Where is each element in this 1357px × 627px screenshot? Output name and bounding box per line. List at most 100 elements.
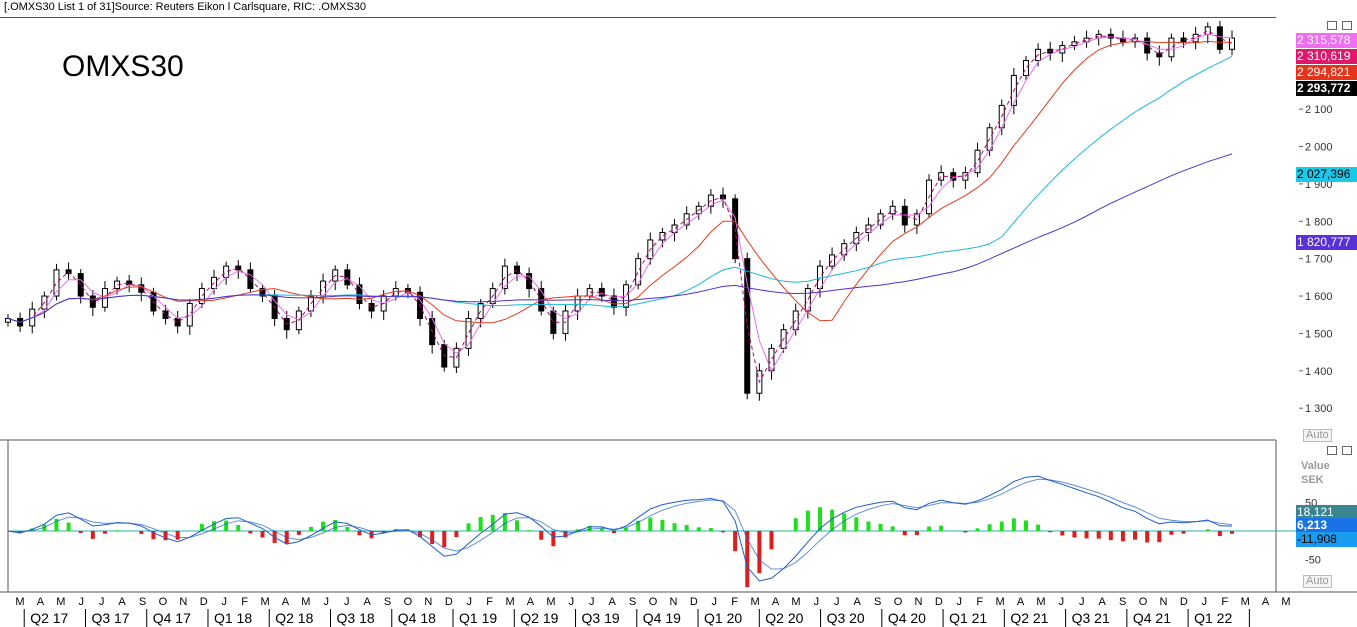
ma-fast-value-tag: 2 310,619 <box>1296 49 1357 64</box>
x-month-label: M <box>1241 596 1250 608</box>
macd-histogram-bar <box>102 531 107 534</box>
x-month-label: N <box>669 596 677 608</box>
macd-histogram-bar <box>927 526 932 531</box>
auto-scale-button[interactable]: Auto <box>1303 429 1332 442</box>
x-quarter-label: Q3 19 <box>582 610 620 626</box>
x-quarter-label: Q3 18 <box>337 610 375 626</box>
candle-body <box>235 265 242 271</box>
x-quarter-label: Q4 18 <box>398 610 436 626</box>
candle-body <box>1071 41 1078 47</box>
x-month-label: M <box>1281 596 1290 608</box>
macd-histogram-bar <box>733 531 738 552</box>
macd-histogram-bar <box>527 530 532 531</box>
candle-body <box>1022 60 1029 76</box>
candle-body <box>938 172 945 181</box>
candle-body <box>1168 37 1175 58</box>
x-month-label: J <box>589 596 595 608</box>
macd-histogram-bar <box>830 509 835 531</box>
macd-histogram-bar <box>599 528 604 531</box>
macd-histogram-bar <box>1084 531 1089 539</box>
moving-average-line <box>7 33 1233 372</box>
x-quarter-label: Q2 18 <box>275 610 313 626</box>
close-icon[interactable] <box>1342 446 1352 455</box>
macd-histogram-bar <box>1145 531 1150 543</box>
macd-histogram-bar <box>842 513 847 531</box>
macd-histogram-bar <box>1023 520 1028 531</box>
macd-histogram-bar <box>769 531 774 550</box>
macd-histogram-bar <box>987 524 992 531</box>
y-tick-label: 2 100 <box>1305 104 1333 116</box>
x-month-label: A <box>282 596 290 608</box>
macd-histogram-bar <box>793 518 798 531</box>
macd-histogram-bar <box>721 531 726 533</box>
x-month-label: F <box>731 596 738 608</box>
macd-histogram-bar <box>1011 518 1016 531</box>
macd-histogram-bar <box>999 521 1004 531</box>
macd-histogram-bar <box>115 530 120 531</box>
x-month-label: A <box>1017 596 1025 608</box>
x-month-label: J <box>1202 596 1208 608</box>
x-month-label: O <box>404 596 413 608</box>
macd-value-tag: 18,121 <box>1296 505 1357 520</box>
x-month-label: D <box>690 596 698 608</box>
macd-histogram-bar <box>514 520 519 531</box>
candle-body <box>465 317 472 349</box>
macd-histogram-bar <box>199 523 204 531</box>
macd-histogram-bar <box>745 531 750 588</box>
close-icon[interactable] <box>1342 21 1352 30</box>
candle-body <box>1144 37 1151 54</box>
macd-histogram-bar <box>563 531 568 538</box>
macd-histogram-bar <box>1120 531 1125 542</box>
x-month-label: N <box>424 596 432 608</box>
macd-histogram-bar <box>1060 531 1065 536</box>
x-month-label: S <box>384 596 391 608</box>
macd-histogram-bar <box>78 531 83 533</box>
x-month-label: N <box>914 596 922 608</box>
candle-body <box>1204 26 1211 35</box>
candle-body <box>901 205 908 226</box>
candle-body <box>368 303 375 312</box>
x-quarter-label: Q3 20 <box>827 610 865 626</box>
chart-title: OMXS30 <box>62 50 184 83</box>
macd-histogram-bar <box>442 531 447 548</box>
macd-histogram-bar <box>1096 531 1101 539</box>
candle-body <box>259 288 266 297</box>
x-month-label: M <box>505 596 514 608</box>
macd-histogram-bar <box>1217 531 1222 537</box>
candle-body <box>574 295 581 312</box>
macd-histogram-bar <box>236 524 241 531</box>
x-month-label: J <box>466 596 472 608</box>
macd-histogram-bar <box>708 528 713 531</box>
x-month-label: O <box>159 596 168 608</box>
y-tick-label: 1 500 <box>1305 328 1333 340</box>
auto-scale-button[interactable]: Auto <box>1303 575 1332 588</box>
x-month-label: S <box>629 596 636 608</box>
moving-average-line <box>7 153 1233 323</box>
candle-body <box>174 317 181 327</box>
macd-y-tick-label: -50 <box>1305 555 1321 567</box>
candle-body <box>223 265 230 278</box>
candle-body <box>5 317 11 323</box>
x-month-label: A <box>118 596 126 608</box>
x-month-label: A <box>527 596 535 608</box>
x-month-label: M <box>301 596 310 608</box>
candle-body <box>889 205 896 215</box>
macd-histogram-bar <box>781 530 786 531</box>
x-month-label: M <box>751 596 760 608</box>
macd-histogram-bar <box>66 522 71 531</box>
candle-body <box>198 288 205 305</box>
macd-axis-header-value: Value <box>1301 460 1330 472</box>
x-month-label: J <box>99 596 105 608</box>
macd-histogram-bar <box>454 531 459 538</box>
macd-histogram-bar <box>430 531 435 544</box>
ma-mid-value-tag: 2 294,821 <box>1296 65 1357 80</box>
macd-histogram-bar <box>357 531 362 536</box>
macd-histogram-bar <box>866 521 871 531</box>
maximize-icon[interactable] <box>1327 446 1337 455</box>
macd-histogram-bar <box>1048 531 1053 533</box>
x-month-label: M <box>791 596 800 608</box>
maximize-icon[interactable] <box>1327 21 1337 30</box>
y-tick-label: 2 000 <box>1305 141 1333 153</box>
candle-body <box>877 213 884 226</box>
macd-histogram-bar <box>575 529 580 531</box>
